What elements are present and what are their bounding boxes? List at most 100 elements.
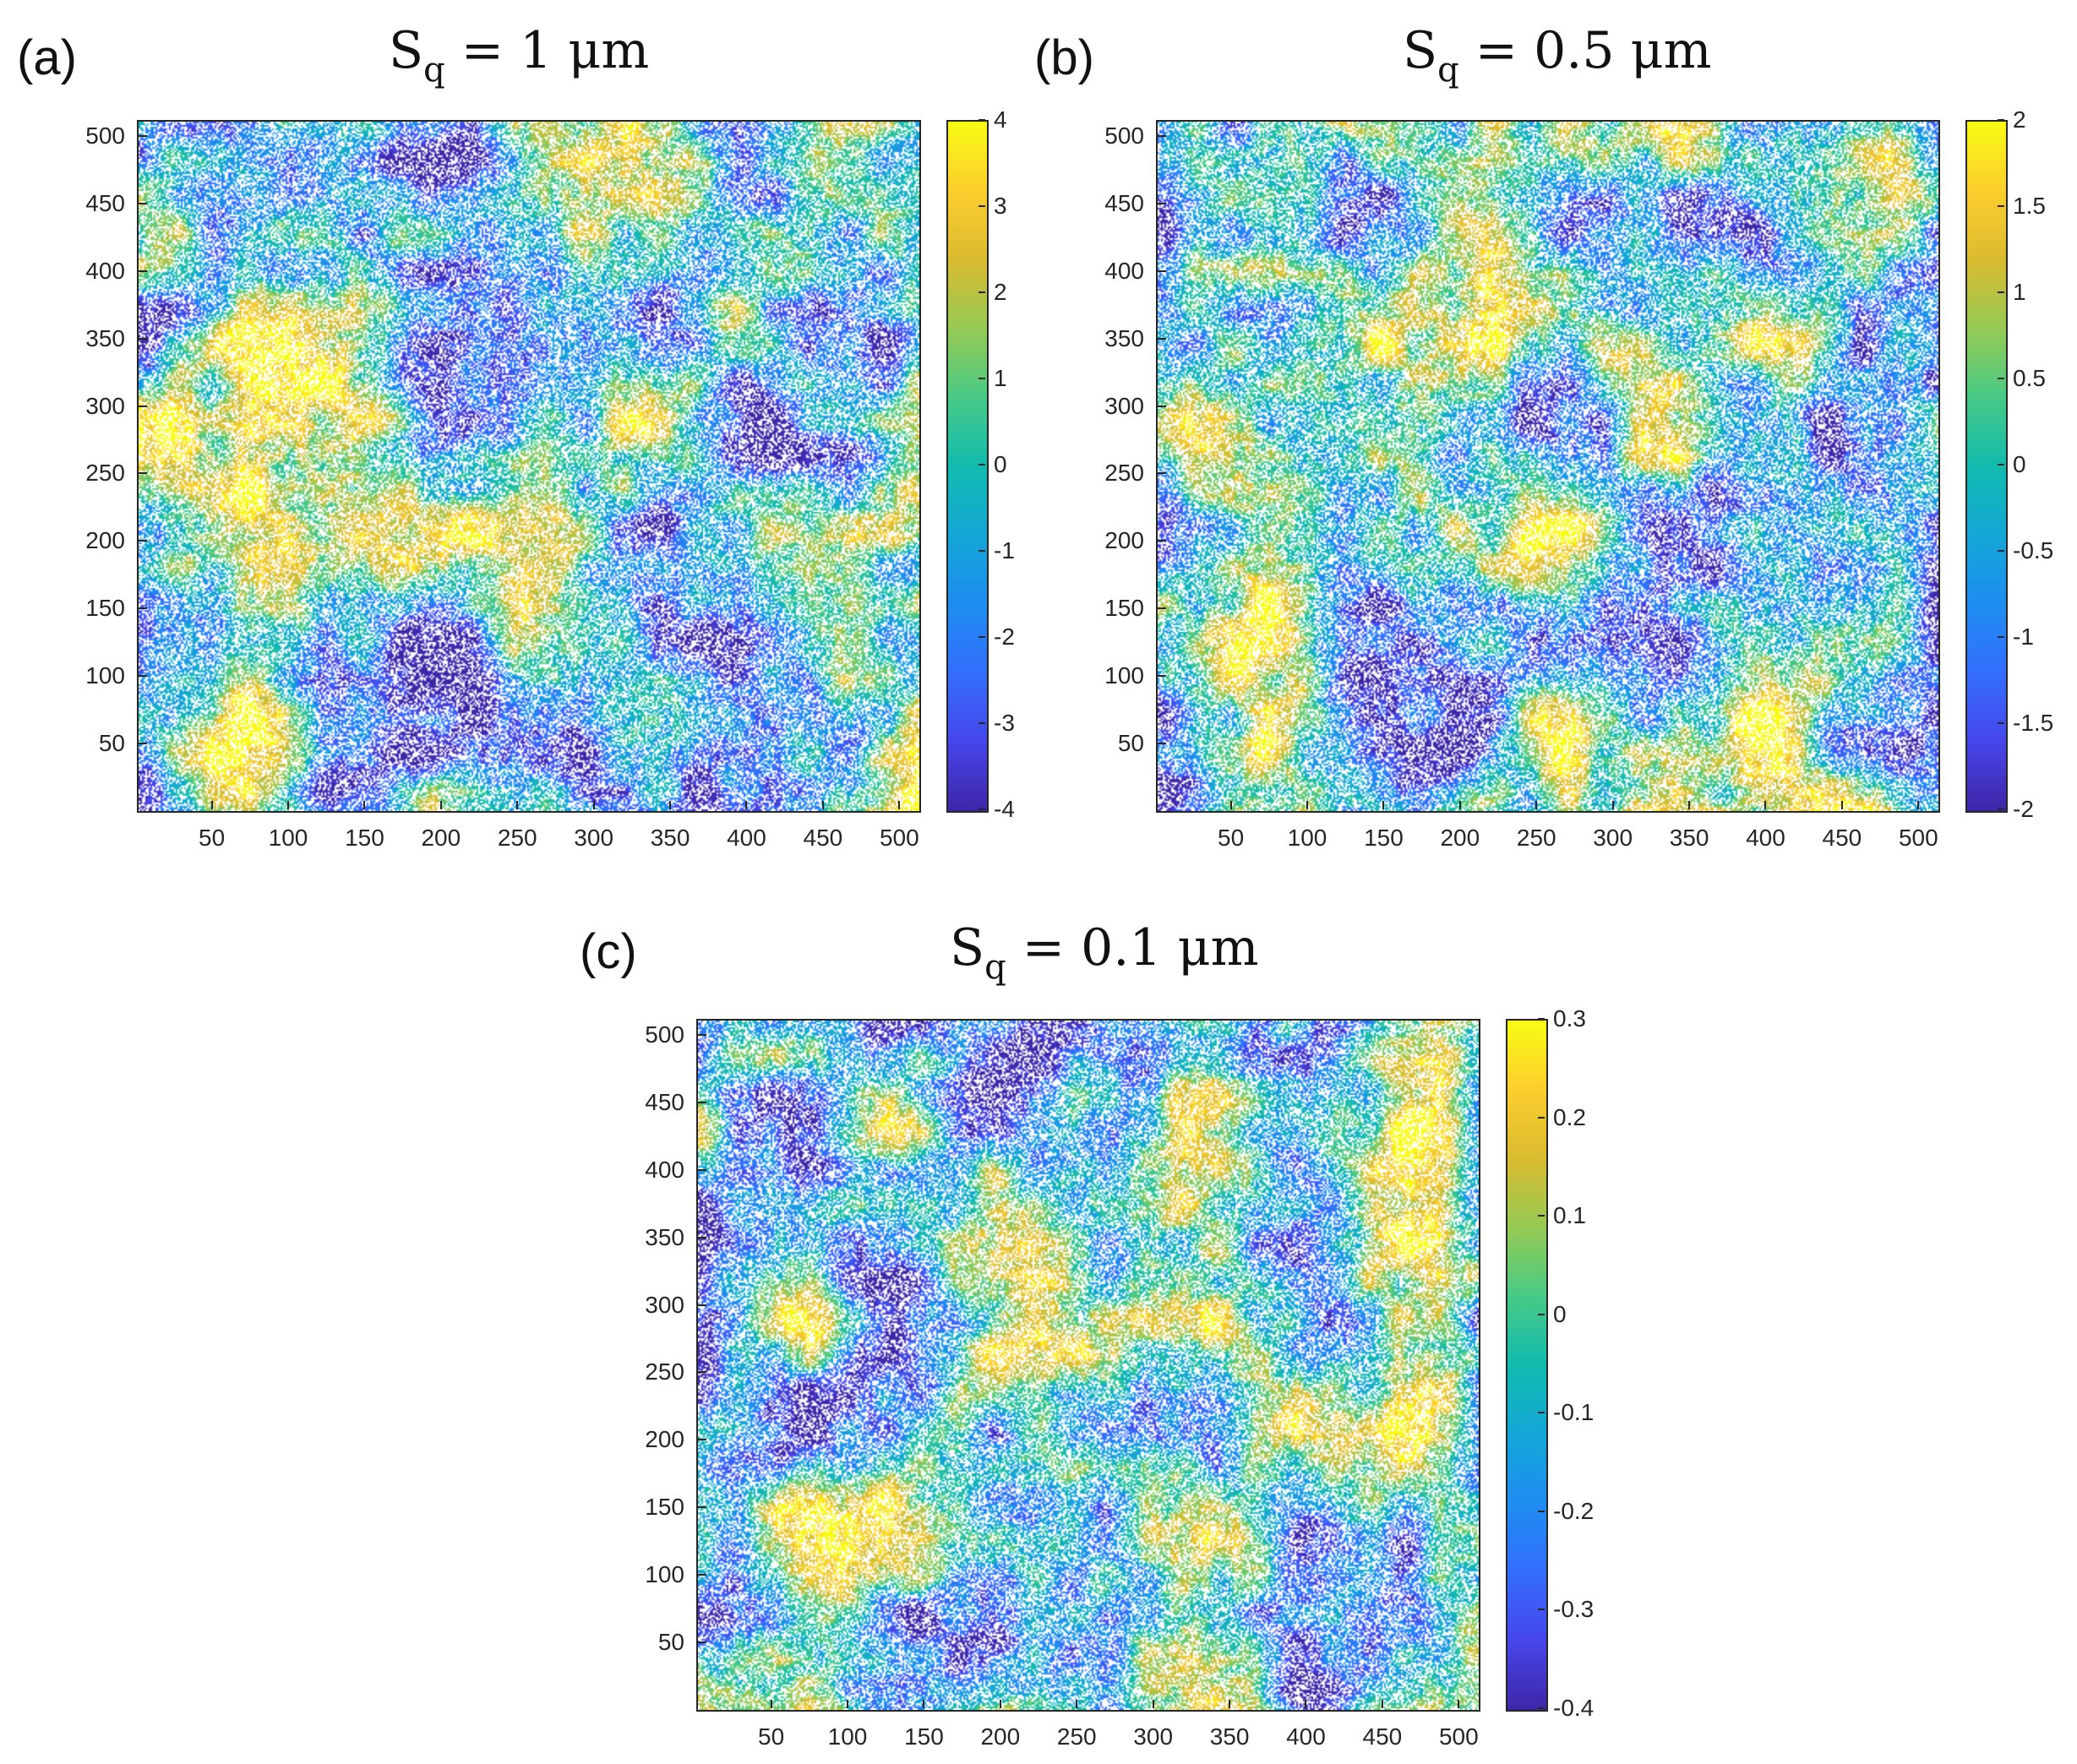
y-tick-mark [698, 1304, 706, 1306]
y-tick-label: 150 [645, 1494, 684, 1521]
y-tick-label: 500 [1104, 122, 1144, 150]
y-tick-mark [698, 1573, 706, 1576]
colorbar-tick-label: 0.2 [1553, 1103, 1586, 1130]
y-tick-mark [698, 1641, 706, 1643]
x-tick-label: 300 [1133, 1723, 1174, 1750]
x-tick-mark [363, 801, 366, 809]
y-tick-label: 500 [645, 1021, 684, 1048]
y-tick-mark [1158, 607, 1166, 610]
title-value: = 1 μm [444, 21, 650, 80]
x-tick-mark [669, 801, 672, 809]
y-tick-mark [1158, 405, 1166, 407]
x-tick-mark [1764, 801, 1767, 809]
x-tick-label: 500 [1898, 825, 1938, 851]
x-tick-mark [745, 801, 748, 809]
colorbar-tick-label: -2 [2013, 796, 2034, 822]
colorbar-tick-mark [1998, 291, 2004, 293]
x-tick-label: 50 [758, 1723, 785, 1750]
colorbar-tick-label: 0.1 [1553, 1202, 1586, 1229]
colorbar-tick-mark [979, 119, 985, 121]
colorbar-tick-label: 1.5 [2013, 193, 2046, 219]
x-tick-mark [439, 801, 442, 809]
colorbar-tick-label: -0.1 [1553, 1399, 1595, 1426]
y-tick-mark [139, 337, 147, 340]
x-tick-label: 450 [1822, 825, 1862, 851]
x-tick-label: 400 [727, 825, 766, 851]
colorbar-tick-mark [1998, 464, 2004, 466]
y-tick-label: 150 [1104, 595, 1144, 622]
colorbar-tick-label: 1 [994, 365, 1007, 391]
y-tick-label: 300 [1104, 392, 1144, 419]
x-tick-mark [1840, 801, 1843, 809]
colorbar-tick-mark [1998, 722, 2004, 724]
colorbar-tick-mark [1538, 1313, 1545, 1315]
colorbar-tick-label: -1.5 [2013, 710, 2054, 736]
y-tick-mark [1158, 742, 1166, 744]
colorbar-tick-mark [1998, 808, 2004, 810]
colorbar-tick-mark [979, 636, 985, 638]
x-tick-label: 450 [803, 825, 843, 851]
x-tick-label: 250 [497, 825, 537, 851]
x-tick-label: 350 [650, 825, 690, 851]
x-tick-mark [1458, 801, 1461, 809]
y-tick-label: 250 [1104, 460, 1144, 487]
y-tick-label: 100 [85, 662, 125, 689]
colorbar-tick-mark [1998, 205, 2004, 207]
colorbar-tick-label: 0.5 [2013, 365, 2046, 391]
y-tick-mark [698, 1236, 706, 1239]
x-tick-mark [1535, 801, 1538, 809]
y-tick-mark [698, 1102, 706, 1103]
title-subscript: q [1437, 51, 1459, 90]
colorbar-gradient [948, 122, 987, 811]
x-tick-mark [1611, 801, 1614, 809]
y-tick-label: 350 [645, 1223, 684, 1250]
colorbar-tick-label: 0 [1553, 1300, 1567, 1327]
title-symbol: S [1403, 21, 1438, 80]
y-tick-label: 200 [645, 1426, 684, 1453]
colorbar-tick-label: 1 [2013, 279, 2026, 305]
x-tick-mark [821, 801, 824, 809]
title-value: = 0.1 μm [1006, 918, 1259, 977]
y-tick-label: 450 [645, 1089, 684, 1115]
y-tick-mark [1158, 337, 1166, 340]
x-tick-label: 300 [1593, 825, 1633, 851]
title-subscript: q [423, 51, 445, 90]
panel-label: (c) [580, 924, 637, 979]
panel-title: Sq = 0.5 μm [1403, 25, 1712, 87]
y-tick-mark [1158, 540, 1166, 542]
y-tick-mark [139, 742, 147, 744]
x-tick-label: 250 [1056, 1723, 1097, 1750]
x-tick-mark [847, 1700, 848, 1708]
colorbar-tick-label: -0.4 [1553, 1695, 1595, 1721]
x-tick-label: 400 [1286, 1723, 1326, 1750]
y-tick-mark [139, 674, 147, 677]
colorbar-tick-label: 2 [994, 279, 1007, 305]
colorbar-tick-mark [979, 808, 985, 810]
title-value: = 0.5 μm [1458, 21, 1712, 80]
colorbar-tick-label: -0.2 [1553, 1497, 1595, 1524]
x-tick-label: 50 [199, 825, 226, 851]
x-tick-mark [1229, 801, 1232, 809]
x-tick-label: 500 [1438, 1723, 1479, 1750]
y-tick-mark [698, 1034, 706, 1037]
y-tick-label: 350 [1104, 324, 1144, 351]
x-tick-label: 150 [1364, 825, 1404, 851]
x-tick-label: 150 [345, 825, 384, 851]
y-tick-mark [698, 1371, 706, 1374]
x-tick-mark [1381, 1700, 1383, 1708]
x-tick-label: 500 [879, 825, 919, 851]
heatmap-plot [137, 120, 921, 813]
x-tick-label: 450 [1362, 1723, 1403, 1750]
x-tick-mark [999, 1700, 1001, 1708]
x-tick-mark [287, 801, 289, 809]
y-tick-mark [698, 1168, 706, 1171]
x-tick-mark [516, 801, 519, 809]
colorbar [1506, 1019, 1548, 1712]
colorbar-tick-mark [1998, 378, 2004, 379]
colorbar [946, 120, 989, 813]
x-tick-mark [1458, 1700, 1460, 1708]
y-tick-mark [139, 607, 147, 610]
y-tick-label: 350 [85, 324, 125, 351]
colorbar-tick-label: -3 [994, 710, 1015, 736]
x-tick-mark [770, 1700, 772, 1708]
